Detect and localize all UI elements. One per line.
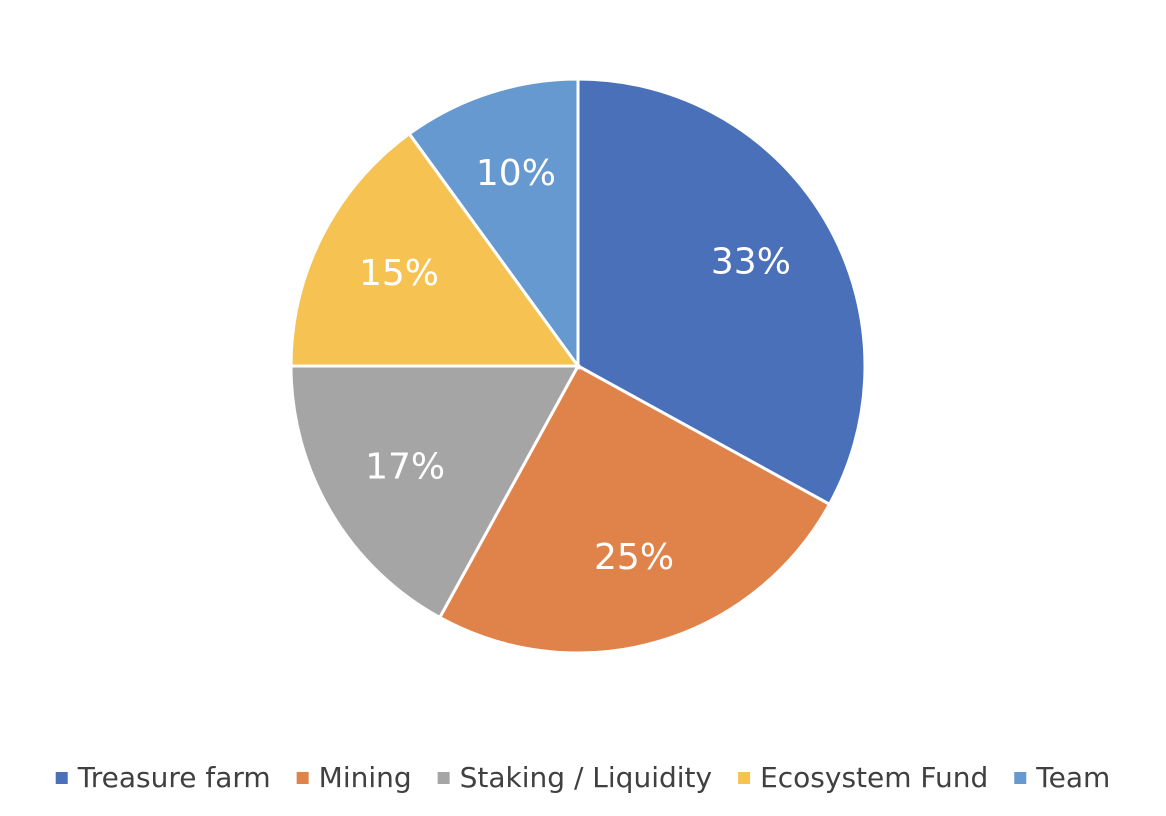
- pie-slice: [289, 131, 581, 368]
- legend-swatch: [437, 772, 450, 784]
- legend-label: Team: [1035, 761, 1110, 794]
- value-label: 10%: [476, 153, 556, 194]
- legend-label: Staking / Liquidity: [460, 761, 712, 794]
- pie-slice: [289, 364, 581, 620]
- value-label: 33%: [711, 242, 791, 283]
- legend-swatch: [55, 772, 68, 784]
- value-label: 17%: [365, 446, 445, 487]
- legend: Treasure farm Mining Staking / Liquidity Ec…: [55, 761, 1110, 794]
- legend-swatch: [296, 772, 309, 784]
- value-label: 15%: [359, 253, 439, 294]
- legend-swatch: [1014, 772, 1027, 784]
- legend-label: Mining: [319, 761, 412, 794]
- legend-swatch: [738, 772, 751, 784]
- legend-label: Treasure farm: [77, 761, 271, 794]
- legend-label: Ecosystem Fund: [760, 761, 988, 794]
- pie-slice: [576, 77, 867, 507]
- pie-slice: [407, 77, 580, 371]
- value-label: 25%: [594, 537, 674, 578]
- pie-slice: [437, 363, 832, 655]
